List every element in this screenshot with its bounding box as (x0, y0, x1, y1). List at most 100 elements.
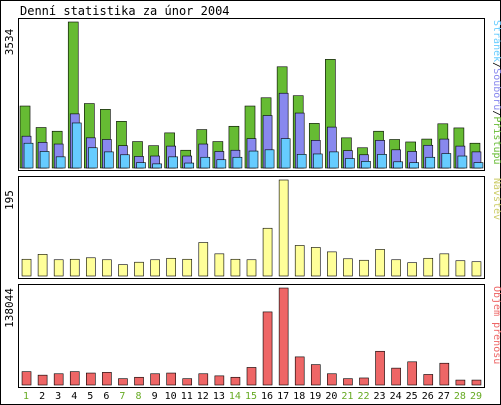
bar-Stránek-20 (329, 151, 339, 169)
bar-Návštěv-24 (391, 259, 401, 277)
bar-Návštěv-6 (102, 259, 112, 277)
y-max-label: 138044 (3, 288, 16, 328)
bar-Návštěv-20 (327, 251, 337, 277)
bar-Objem přenosu-1 (21, 371, 32, 386)
y-max-label: 3534 (3, 28, 16, 55)
bar-Objem přenosu-18 (294, 356, 305, 386)
day-label-20: 20 (325, 391, 337, 402)
legend-item: Objem přenosu (491, 286, 501, 364)
day-label-23: 23 (374, 391, 386, 402)
day-label-11: 11 (181, 391, 193, 402)
day-label-21: 21 (341, 391, 353, 402)
bar-Stránek-18 (296, 154, 307, 169)
day-label-6: 6 (103, 391, 109, 402)
day-label-28: 28 (454, 391, 466, 402)
bar-Objem přenosu-27 (439, 362, 450, 386)
day-label-1: 1 (23, 391, 29, 402)
day-label-27: 27 (438, 391, 450, 402)
legend-item-1: Souborů (491, 68, 501, 110)
bar-Objem přenosu-12 (198, 373, 209, 386)
bar-Objem přenosu-20 (327, 373, 337, 386)
day-labels: 1 2 3 4 5 6 7 8 9 10 11 12 13 14 15 16 17 18 19 20 21 22 23 24 2… (23, 391, 482, 402)
bar-Objem přenosu-16 (262, 311, 273, 386)
day-label-13: 13 (213, 391, 225, 402)
bar-Stránek-6 (104, 151, 114, 169)
bar-Objem přenosu-8 (134, 376, 144, 386)
day-label-25: 25 (406, 391, 418, 402)
bar-Objem přenosu-6 (102, 372, 112, 386)
bar-Objem přenosu-17 (278, 287, 289, 386)
bar-Návštěv-16 (262, 227, 273, 277)
bar-Stránek-10 (168, 156, 178, 169)
transfer-volume-panel: 138044 Objem přenosu (3, 284, 501, 388)
bar-Stránek-27 (441, 153, 452, 169)
bar-Stránek-9 (152, 163, 162, 169)
day-label-3: 3 (55, 391, 61, 402)
bar-Stránek-5 (88, 147, 98, 169)
bar-Objem přenosu-3 (53, 373, 64, 386)
legend-item: Návštěv (491, 178, 501, 220)
day-label-8: 8 (136, 391, 142, 402)
bar-Stránek-25 (409, 162, 419, 169)
bar-Návštěv-19 (310, 247, 321, 277)
bar-Stránek-13 (216, 159, 227, 169)
panel-frame (18, 284, 485, 388)
bar-Objem přenosu-13 (214, 375, 225, 386)
bar-Návštěv-2 (37, 254, 48, 277)
bar-Stránek-28 (457, 155, 468, 169)
day-label-12: 12 (197, 391, 209, 402)
bar-Stránek-4 (71, 122, 82, 169)
bar-Návštěv-22 (359, 259, 369, 277)
bar-Návštěv-29 (471, 261, 482, 277)
panel-frame (18, 176, 485, 279)
bar-Návštěv-27 (439, 253, 450, 277)
bar-Objem přenosu-5 (86, 372, 96, 386)
bar-Návštěv-26 (423, 257, 434, 277)
bar-Návštěv-11 (182, 258, 193, 277)
bar-Návštěv-21 (343, 258, 353, 277)
bar-Návštěv-7 (118, 264, 128, 277)
bar-Objem přenosu-15 (246, 367, 257, 386)
bar-Stránek-21 (345, 158, 355, 169)
legend-separator: / (491, 62, 501, 68)
bar-Stránek-7 (120, 154, 130, 169)
bar-Návštěv-28 (455, 260, 466, 277)
bar-Stránek-29 (473, 162, 484, 169)
bar-Objem přenosu-28 (455, 379, 466, 386)
bar-Návštěv-15 (246, 259, 257, 277)
bar-Návštěv-8 (134, 261, 144, 277)
y-max-label: 195 (3, 190, 16, 210)
bar-Objem přenosu-21 (343, 378, 353, 386)
bar-Stránek-22 (361, 161, 371, 169)
day-label-18: 18 (293, 391, 305, 402)
day-label-10: 10 (165, 391, 177, 402)
bar-Stránek-12 (200, 156, 211, 169)
bar-Objem přenosu-10 (166, 372, 176, 386)
chart-title: Denní statistika za únor 2004 (20, 4, 230, 18)
bar-Stránek-24 (393, 161, 403, 169)
bar-Návštěv-25 (407, 262, 417, 277)
bar-Objem přenosu-19 (310, 364, 321, 386)
bar-Stránek-16 (264, 149, 275, 169)
panel-frame (18, 18, 485, 171)
bar-Návštěv-17 (278, 179, 289, 277)
day-label-2: 2 (39, 391, 45, 402)
day-label-19: 19 (309, 391, 321, 402)
bar-Objem přenosu-11 (182, 378, 193, 386)
bar-Stránek-1 (23, 142, 34, 169)
day-label-26: 26 (422, 391, 434, 402)
day-label-22: 22 (357, 391, 369, 402)
legend: Stránek/Souborů/Přístupů (491, 20, 501, 165)
bar-Objem přenosu-14 (230, 376, 241, 386)
bar-Stránek-3 (55, 156, 66, 169)
bar-Návštěv-18 (294, 245, 305, 277)
bar-Stránek-14 (232, 156, 243, 169)
bar-Objem přenosu-25 (407, 361, 417, 386)
bar-Objem přenosu-29 (471, 379, 482, 386)
bar-Návštěv-12 (198, 242, 209, 277)
bar-Návštěv-14 (230, 258, 241, 277)
bar-Objem přenosu-4 (69, 371, 80, 386)
